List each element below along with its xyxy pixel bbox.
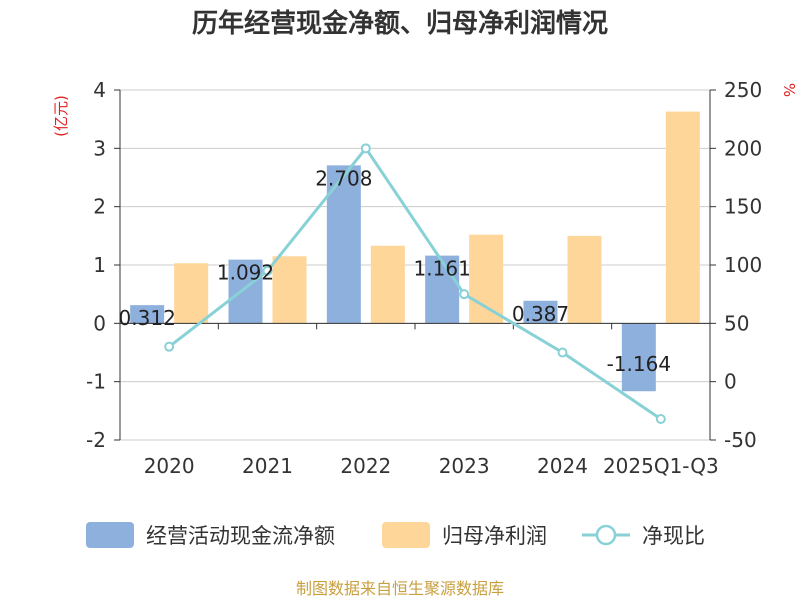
category-label: 2023 (439, 454, 490, 478)
legend-net-profit-label[interactable]: 归母净利润 (442, 524, 547, 548)
bars (130, 111, 700, 392)
category-label: 2020 (144, 454, 195, 478)
cash-flow-data-label: 0.312 (119, 306, 176, 330)
data-labels: 0.312 1.092 2.708 1.161 0.387 -1.164 (119, 166, 672, 376)
right-tick-label: 250 (724, 78, 762, 102)
legend-net-profit-swatch[interactable] (382, 522, 430, 548)
legend-ratio-marker[interactable] (595, 524, 617, 546)
cash-flow-data-label: 1.161 (414, 257, 471, 281)
category-label: 2022 (340, 454, 391, 478)
net-profit-bar[interactable] (567, 235, 602, 324)
right-tick-label: 50 (724, 311, 749, 335)
category-label: 2025Q1-Q3 (603, 454, 719, 478)
line-series (164, 143, 666, 424)
net-cash-ratio-line (168, 145, 662, 421)
left-tick-label: -2 (86, 428, 106, 452)
right-tick-label: -50 (724, 428, 757, 452)
cash-flow-data-label: 0.387 (512, 302, 569, 326)
left-tick-label: 4 (93, 78, 106, 102)
cash-flow-bar[interactable] (523, 300, 558, 324)
net-profit-bar[interactable] (174, 263, 209, 324)
right-tick-label: 150 (724, 195, 762, 219)
legend-ratio-label[interactable]: 净现比 (642, 524, 705, 548)
net-profit-bar[interactable] (665, 111, 700, 324)
cash-flow-data-label: -1.164 (607, 352, 671, 376)
right-tick-label: 100 (724, 253, 762, 277)
net-cash-ratio-point[interactable] (655, 414, 666, 424)
net-cash-ratio-point[interactable] (459, 289, 470, 300)
legend-cash-flow-swatch[interactable] (86, 522, 134, 548)
chart-title: 历年经营现金净额、归母净利润情况 (192, 8, 608, 39)
net-cash-ratio-point[interactable] (557, 347, 568, 358)
legend-cash-flow-label[interactable]: 经营活动现金流净额 (146, 524, 335, 548)
left-tick-label: 1 (93, 253, 106, 277)
net-cash-ratio-point[interactable] (360, 143, 371, 154)
left-axis-unit: (亿元) (52, 95, 70, 137)
right-axis-unit: % (780, 83, 798, 97)
net-cash-ratio-point[interactable] (164, 341, 175, 352)
right-tick-label: 200 (724, 136, 762, 160)
category-label: 2024 (537, 454, 588, 478)
net-cash-ratio-point[interactable] (262, 265, 273, 276)
cash-flow-data-label: 2.708 (315, 166, 372, 190)
net-profit-bar[interactable] (272, 256, 307, 324)
net-profit-bar[interactable] (469, 234, 504, 324)
left-tick-label: -1 (86, 370, 106, 394)
source-note: 制图数据来自恒生聚源数据库 (296, 579, 504, 598)
cash-flow-bar[interactable] (621, 323, 656, 392)
cash-flow-bar[interactable] (130, 305, 165, 324)
cash-flow-data-label: 1.092 (217, 261, 274, 285)
cash-flow-bar[interactable] (425, 255, 460, 324)
axes: -2 -1 0 1 2 3 4 -50 0 50 100 150 200 250 2020 2021 2022 2… (86, 78, 762, 478)
left-tick-label: 2 (93, 195, 106, 219)
cash-flow-bar[interactable] (228, 259, 263, 324)
net-profit-bar[interactable] (370, 245, 405, 324)
left-tick-label: 3 (93, 136, 106, 160)
left-tick-label: 0 (93, 311, 106, 335)
right-tick-label: 0 (724, 370, 737, 394)
category-label: 2021 (242, 454, 293, 478)
legend[interactable]: 经营活动现金流净额 归母净利润 净现比 (86, 522, 705, 548)
